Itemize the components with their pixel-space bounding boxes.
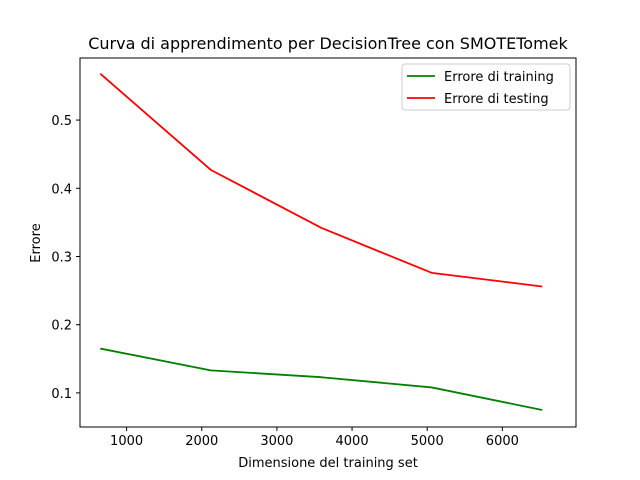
legend-box <box>401 63 571 111</box>
y-tick-label: 0.3 <box>51 250 72 265</box>
plot-frame <box>79 57 577 428</box>
tick-group: 1000 2000 3000 4000 5000 6000 0.1 0.2 0.3 0.4 0.5 <box>51 114 519 449</box>
x-tick-label: 4000 <box>336 434 369 449</box>
x-tick-label: 1000 <box>110 434 143 449</box>
series-line-1 <box>99 73 543 288</box>
x-tick-label: 3000 <box>260 434 293 449</box>
legend-label: Errore di testing <box>444 92 549 107</box>
legend: Errore di training Errore di testing <box>401 63 571 111</box>
y-tick-label: 0.2 <box>51 319 72 334</box>
x-axis-label: Dimensione del training set <box>238 456 418 471</box>
y-tick-label: 0.4 <box>51 182 72 197</box>
series-line-0 <box>100 347 543 411</box>
x-tick-label: 2000 <box>185 434 218 449</box>
y-tick-label: 0.1 <box>51 387 72 402</box>
x-tick-label: 5000 <box>411 434 444 449</box>
series-lines <box>99 73 543 411</box>
y-tick-label: 0.5 <box>51 114 72 129</box>
legend-label: Errore di training <box>444 70 554 85</box>
y-axis-label: Errore <box>29 223 44 262</box>
chart-title: Curva di apprendimento per DecisionTree … <box>88 34 568 53</box>
x-tick-label: 6000 <box>486 434 519 449</box>
